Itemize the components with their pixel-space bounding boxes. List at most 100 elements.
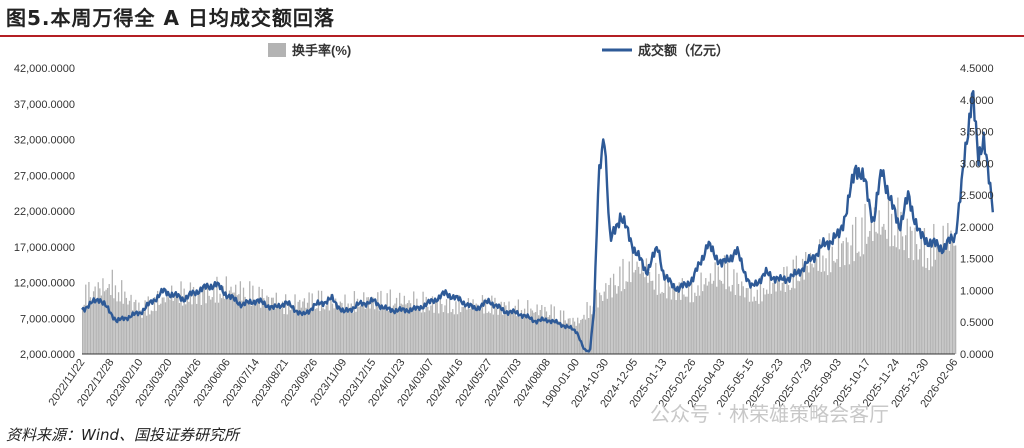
turnover-bar xyxy=(606,298,609,354)
turnover-bar xyxy=(534,311,537,354)
turnover-bar xyxy=(809,252,812,354)
turnover-bar xyxy=(336,303,338,354)
turnover-bar xyxy=(675,300,677,354)
turnover-bar xyxy=(406,303,409,354)
turnover-bar xyxy=(605,283,607,354)
turnover-bar xyxy=(395,297,398,354)
turnover-bar xyxy=(233,292,235,354)
turnover-bar xyxy=(511,312,513,354)
turnover-bar xyxy=(897,197,899,354)
turnover-bar xyxy=(427,306,429,354)
turnover-bar xyxy=(778,278,780,354)
turnover-bar xyxy=(453,314,455,354)
turnover-bar xyxy=(930,241,932,354)
turnover-bar xyxy=(656,294,659,354)
turnover-bar xyxy=(217,302,220,354)
turnover-bar xyxy=(552,320,554,354)
turnover-bar xyxy=(497,314,499,354)
turnover-bar xyxy=(417,309,420,354)
turnover-bar xyxy=(194,294,196,354)
turnover-bar xyxy=(436,300,438,354)
turnover-bar xyxy=(386,293,388,354)
turnover-bar xyxy=(239,281,242,354)
turnover-bar xyxy=(951,236,954,354)
turnover-bar xyxy=(851,224,854,354)
turnover-bar xyxy=(744,297,746,354)
turnover-bar xyxy=(901,236,904,354)
turnover-bar xyxy=(136,314,138,354)
turnover-bar xyxy=(734,294,737,354)
turnover-bar xyxy=(783,267,785,354)
turnover-bar xyxy=(473,310,476,354)
turnover-bar xyxy=(255,304,257,354)
turnover-bar xyxy=(850,245,852,354)
turnover-bar xyxy=(836,259,838,354)
turnover-bar xyxy=(289,310,292,354)
turnover-bar xyxy=(669,286,671,354)
left-axis-tick-label: 27,000.0000 xyxy=(14,170,75,182)
turnover-bar xyxy=(547,317,549,354)
turnover-bar xyxy=(89,297,92,354)
turnover-bar xyxy=(500,301,502,354)
turnover-bar xyxy=(300,307,302,354)
turnover-bar xyxy=(684,296,687,354)
turnover-bar xyxy=(723,255,726,354)
turnover-bar xyxy=(489,313,491,354)
turnover-bar xyxy=(544,306,546,354)
turnover-bar xyxy=(452,309,454,354)
turnover-bar xyxy=(766,289,768,354)
turnover-bar xyxy=(442,312,445,354)
turnover-bar xyxy=(609,277,612,354)
turnover-bar xyxy=(769,274,771,354)
turnover-bar xyxy=(119,301,121,354)
turnover-bar xyxy=(294,294,296,354)
turnover-bar xyxy=(602,300,604,354)
turnover-bar xyxy=(317,290,320,354)
turnover-bar xyxy=(825,258,827,354)
turnover-bar xyxy=(491,295,493,354)
turnover-bar xyxy=(210,299,212,354)
turnover-bar xyxy=(278,306,281,354)
turnover-bar xyxy=(900,211,902,354)
turnover-bar xyxy=(520,310,523,354)
turnover-bar xyxy=(378,310,381,354)
turnover-bar xyxy=(598,292,601,354)
turnover-bar xyxy=(678,282,680,354)
turnover-bar xyxy=(125,297,128,354)
turnover-bar xyxy=(686,296,688,354)
turnover-bar xyxy=(703,284,705,354)
turnover-bar xyxy=(403,295,406,354)
turnover-bar xyxy=(691,276,693,354)
turnover-bar xyxy=(683,294,685,354)
turnover-bar xyxy=(292,309,295,354)
turnover-bar xyxy=(922,266,924,354)
turnover-bar xyxy=(950,230,952,354)
turnover-bar xyxy=(580,319,582,354)
turnover-bar xyxy=(330,294,332,354)
turnover-bar xyxy=(481,295,484,354)
turnover-bar xyxy=(672,284,674,354)
turnover-bar xyxy=(806,265,808,354)
turnover-bar xyxy=(705,278,707,354)
turnover-bar xyxy=(695,296,698,354)
turnover-bar xyxy=(238,294,240,354)
turnover-bar xyxy=(102,278,104,354)
turnover-bar xyxy=(652,280,654,354)
turnover-bar xyxy=(817,270,819,354)
left-axis-tick-label: 42,000.0000 xyxy=(14,63,75,75)
turnover-bar xyxy=(92,291,95,354)
turnover-bar xyxy=(514,305,516,354)
turnover-bar xyxy=(792,259,794,354)
turnover-bar xyxy=(180,281,182,354)
turnover-bar xyxy=(803,279,805,354)
turnover-bar xyxy=(770,293,773,354)
turnover-bar xyxy=(188,301,190,354)
turnover-bar xyxy=(206,282,209,354)
turnover-bar xyxy=(645,258,648,354)
turnover-bar xyxy=(953,245,955,354)
turnover-bar xyxy=(698,295,701,354)
turnover-bar xyxy=(153,297,156,354)
turnover-bar xyxy=(525,316,527,354)
turnover-bar xyxy=(425,296,427,354)
turnover-bar xyxy=(636,261,638,354)
